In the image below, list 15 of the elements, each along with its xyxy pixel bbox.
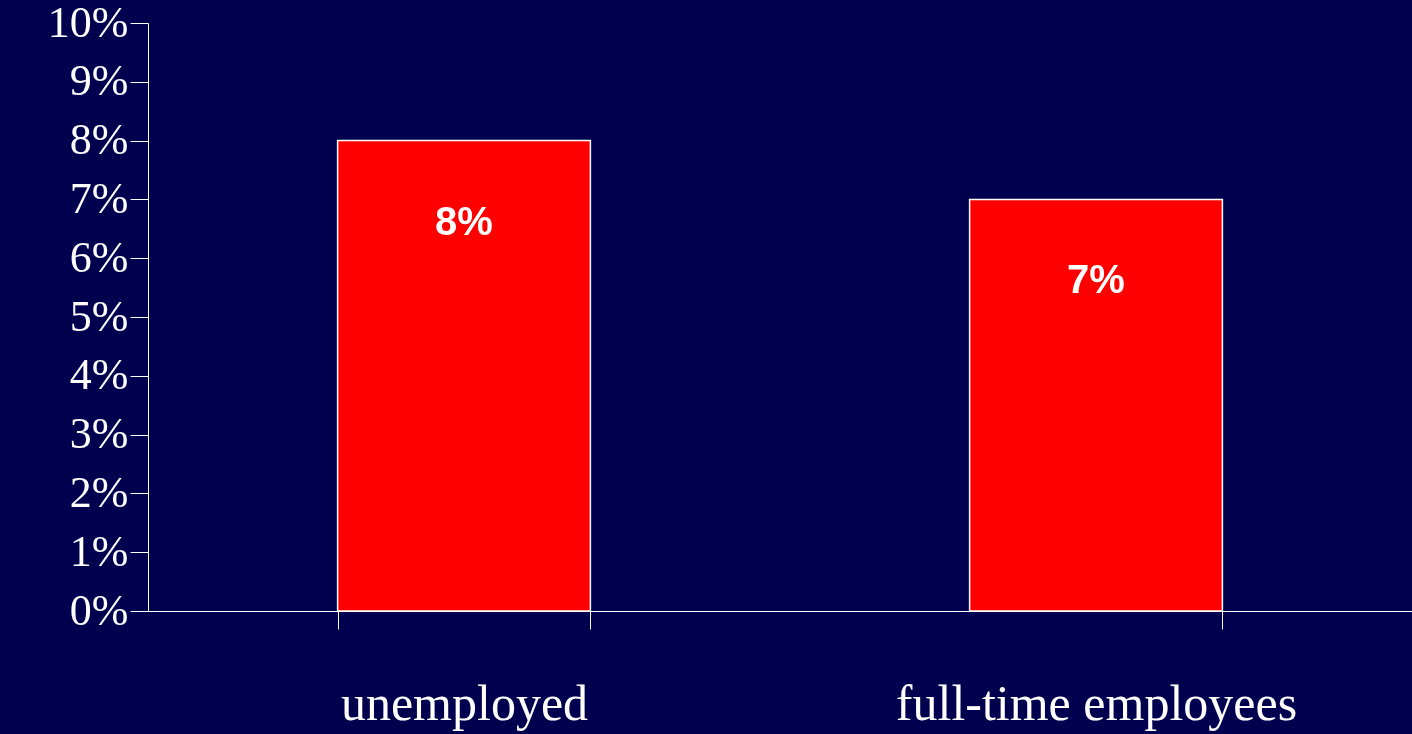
y-tick-label: 5%: [69, 291, 129, 341]
y-tick-label: 1%: [69, 526, 129, 576]
y-tick-label: 10%: [47, 0, 129, 47]
y-tick-label: 3%: [69, 409, 129, 459]
x-tick-label: full-time employees: [895, 674, 1298, 731]
y-tick-label: 9%: [69, 56, 129, 106]
y-tick-label: 0%: [69, 585, 129, 635]
y-tick-label: 6%: [69, 232, 129, 282]
y-tick-label: 4%: [69, 350, 129, 400]
data-label: 7%: [1067, 257, 1125, 302]
data-label: 8%: [435, 198, 493, 243]
y-tick-label: 2%: [69, 467, 129, 517]
x-tick-label: unemployed: [340, 674, 589, 731]
y-tick-label: 7%: [69, 173, 129, 223]
y-tick-label: 8%: [69, 115, 129, 165]
